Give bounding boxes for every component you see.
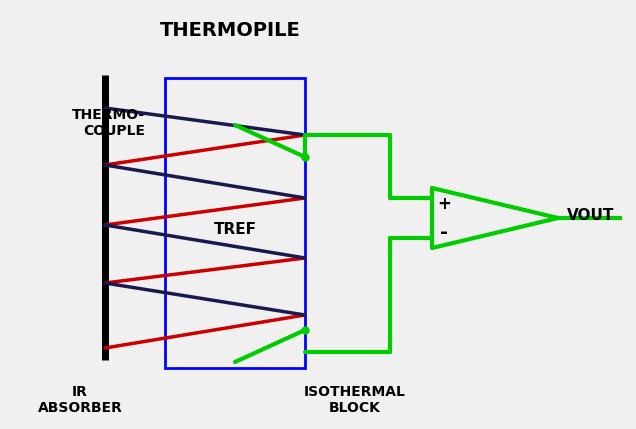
- Text: -: -: [440, 223, 448, 242]
- Text: +: +: [437, 195, 451, 213]
- Text: THERMOPILE: THERMOPILE: [160, 21, 300, 39]
- Text: THERMO-
COUPLE: THERMO- COUPLE: [72, 108, 145, 138]
- Text: IR
ABSORBER: IR ABSORBER: [38, 385, 123, 415]
- Text: VOUT: VOUT: [567, 208, 614, 224]
- Text: TREF: TREF: [214, 223, 256, 238]
- Text: ISOTHERMAL
BLOCK: ISOTHERMAL BLOCK: [304, 385, 406, 415]
- Bar: [165, 78, 305, 368]
